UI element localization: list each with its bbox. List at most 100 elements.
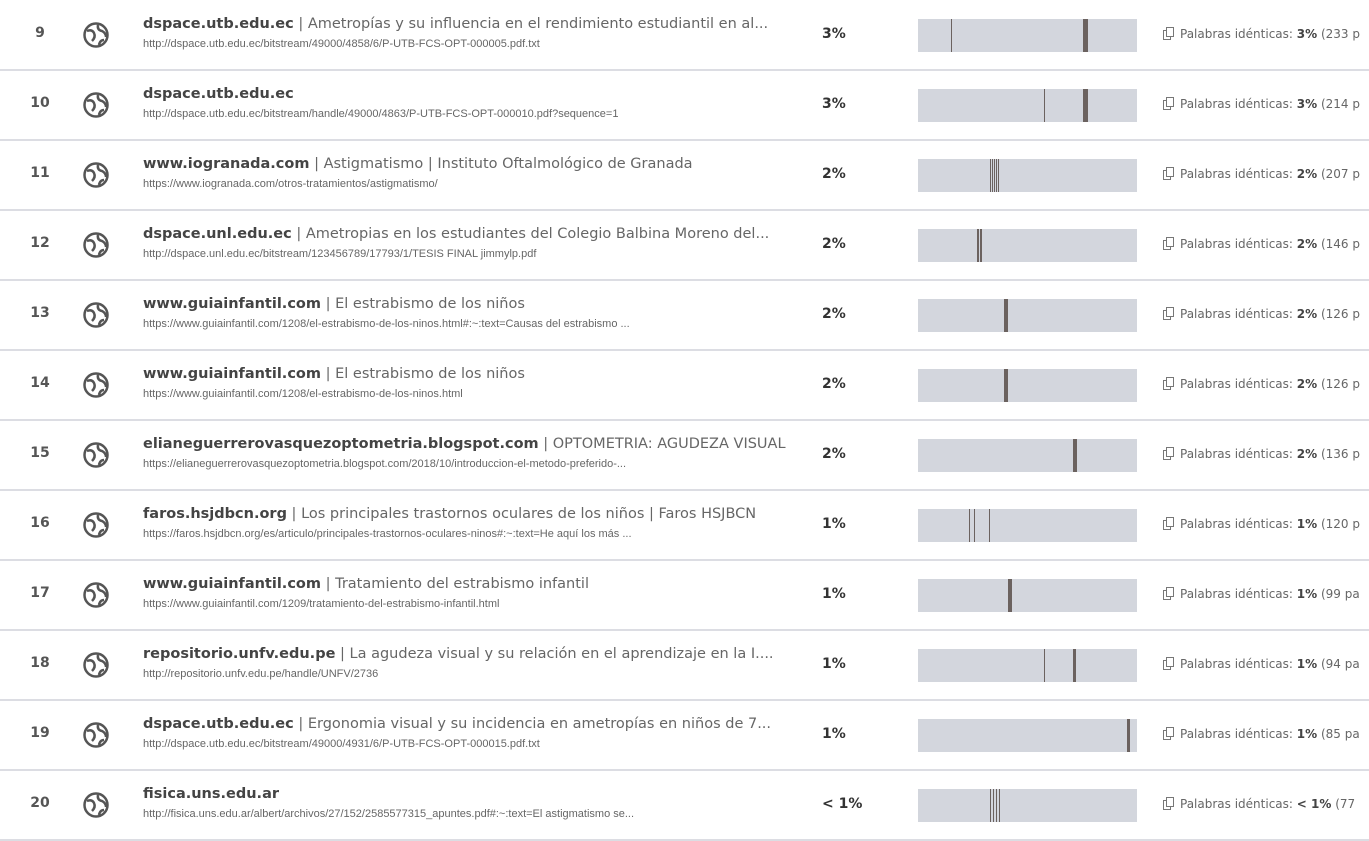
copy-icon — [1163, 727, 1174, 740]
source-url[interactable]: http://dspace.utb.edu.ec/bitstream/49000… — [143, 38, 540, 50]
words-label: Palabras idénticas: — [1180, 587, 1293, 601]
match-marker — [977, 229, 979, 262]
similarity-percent: 2% — [822, 446, 846, 462]
similarity-percent: 2% — [822, 376, 846, 392]
words-percent: 2% — [1296, 167, 1318, 181]
match-bar — [918, 719, 1137, 752]
row-number: 18 — [30, 655, 50, 671]
copy-icon — [1163, 377, 1174, 390]
words-count: (77 — [1335, 797, 1356, 811]
words-percent: 2% — [1296, 307, 1318, 321]
source-title[interactable]: www.guiainfantil.com | El estrabismo de … — [143, 296, 525, 312]
match-marker — [1073, 439, 1077, 472]
similarity-percent: 3% — [822, 96, 846, 112]
words-count: (214 p — [1320, 97, 1360, 111]
similarity-percent: 1% — [822, 586, 846, 602]
source-url[interactable]: http://fisica.uns.edu.ar/albert/archivos… — [143, 808, 635, 820]
row-number: 11 — [30, 165, 50, 181]
source-title[interactable]: fisica.uns.edu.ar — [143, 786, 279, 802]
source-url[interactable]: https://faros.hsjdbcn.org/es/articulo/pr… — [143, 528, 632, 540]
source-url[interactable]: https://www.iogranada.com/otros-tratamie… — [143, 178, 438, 190]
source-url[interactable]: https://www.guiainfantil.com/1208/el-est… — [143, 388, 463, 400]
source-title[interactable]: www.guiainfantil.com | Tratamiento del e… — [143, 576, 589, 592]
row-number: 20 — [30, 795, 50, 811]
globe-icon — [83, 722, 109, 748]
words-percent: 3% — [1296, 97, 1318, 111]
words-count: (207 p — [1320, 167, 1360, 181]
words-label: Palabras idénticas: — [1180, 307, 1293, 321]
source-domain: repositorio.unfv.edu.pe — [143, 646, 336, 662]
identical-words: Palabras idénticas: 2% (126 p — [1163, 377, 1360, 391]
match-bar — [918, 369, 1137, 402]
source-domain: www.iogranada.com — [143, 156, 310, 172]
source-title[interactable]: elianeguerrerovasquezoptometria.blogspot… — [143, 436, 786, 452]
match-marker — [1004, 299, 1008, 332]
row-number: 19 — [30, 725, 50, 741]
source-domain: dspace.unl.edu.ec — [143, 226, 292, 242]
copy-icon — [1163, 587, 1174, 600]
identical-words: Palabras idénticas: 1% (120 p — [1163, 517, 1360, 531]
globe-icon — [83, 582, 109, 608]
similarity-percent: 2% — [822, 236, 846, 252]
source-domain: elianeguerrerovasquezoptometria.blogspot… — [143, 436, 539, 452]
match-marker — [990, 789, 991, 822]
result-row: 20 fisica.uns.edu.ar http://fisica.uns.edu… — [0, 771, 1369, 841]
copy-icon — [1163, 447, 1174, 460]
row-number: 10 — [30, 95, 50, 111]
identical-words: Palabras idénticas: 3% (214 p — [1163, 97, 1360, 111]
source-title[interactable]: www.iogranada.com | Astigmatismo | Insti… — [143, 156, 693, 172]
words-count: (126 p — [1320, 307, 1360, 321]
words-count: (99 pa — [1320, 587, 1360, 601]
words-label: Palabras idénticas: — [1180, 167, 1293, 181]
source-url[interactable]: http://repositorio.unfv.edu.pe/handle/UN… — [143, 668, 379, 680]
words-label: Palabras idénticas: — [1180, 237, 1293, 251]
row-number: 14 — [30, 375, 50, 391]
row-number: 12 — [30, 235, 50, 251]
match-marker — [998, 159, 999, 192]
source-title[interactable]: dspace.unl.edu.ec | Ametropias en los es… — [143, 226, 770, 242]
result-row: 16 faros.hsjdbcn.org | Los principales tr… — [0, 491, 1369, 561]
match-bar — [918, 229, 1137, 262]
row-number: 9 — [35, 25, 45, 41]
source-name: La agudeza visual y su relación en el ap… — [349, 646, 774, 662]
words-percent: 1% — [1296, 727, 1318, 741]
match-marker — [999, 789, 1000, 822]
match-marker — [1008, 579, 1012, 612]
source-title[interactable]: repositorio.unfv.edu.pe | La agudeza vis… — [143, 646, 774, 662]
source-title[interactable]: www.guiainfantil.com | El estrabismo de … — [143, 366, 525, 382]
source-url[interactable]: https://elianeguerrerovasquezoptometria.… — [143, 458, 627, 470]
globe-icon — [83, 92, 109, 118]
result-row: 10 dspace.utb.edu.ec http://dspace.utb.edu… — [0, 71, 1369, 141]
identical-words: Palabras idénticas: 1% (94 pa — [1163, 657, 1360, 671]
source-name: Ergonomia visual y su incidencia en amet… — [307, 716, 772, 732]
source-title[interactable]: dspace.utb.edu.ec | Ergonomia visual y s… — [143, 716, 772, 732]
similarity-percent: 1% — [822, 516, 846, 532]
globe-icon — [83, 512, 109, 538]
source-domain: faros.hsjdbcn.org — [143, 506, 287, 522]
source-name: Ametropias en los estudiantes del Colegi… — [305, 226, 770, 242]
match-marker — [993, 789, 994, 822]
words-percent: 2% — [1296, 237, 1318, 251]
words-label: Palabras idénticas: — [1180, 447, 1293, 461]
source-url[interactable]: http://dspace.utb.edu.ec/bitstream/49000… — [143, 738, 540, 750]
globe-icon — [83, 442, 109, 468]
source-url[interactable]: http://dspace.unl.edu.ec/bitstream/12345… — [143, 248, 537, 260]
match-marker — [989, 509, 990, 542]
source-url[interactable]: http://dspace.utb.edu.ec/bitstream/handl… — [143, 108, 619, 120]
match-marker — [1073, 649, 1076, 682]
source-domain: fisica.uns.edu.ar — [143, 786, 280, 802]
match-marker — [951, 19, 952, 52]
words-label: Palabras idénticas: — [1180, 657, 1293, 671]
source-title[interactable]: dspace.utb.edu.ec — [143, 86, 294, 102]
source-title[interactable]: dspace.utb.edu.ec | Ametropías y su infl… — [143, 16, 769, 32]
result-row: 11 www.iogranada.com | Astigmatismo | Ins… — [0, 141, 1369, 211]
source-domain: dspace.utb.edu.ec — [143, 86, 294, 102]
identical-words: Palabras idénticas: 2% (136 p — [1163, 447, 1360, 461]
source-title[interactable]: faros.hsjdbcn.org | Los principales tras… — [143, 506, 757, 522]
identical-words: Palabras idénticas: 2% (126 p — [1163, 307, 1360, 321]
result-row: 17 www.guiainfantil.com | Tratamiento del… — [0, 561, 1369, 631]
source-url[interactable]: https://www.guiainfantil.com/1208/el-est… — [143, 318, 630, 330]
identical-words: Palabras idénticas: 2% (207 p — [1163, 167, 1360, 181]
source-url[interactable]: https://www.guiainfantil.com/1209/tratam… — [143, 598, 500, 610]
match-marker — [992, 159, 993, 192]
